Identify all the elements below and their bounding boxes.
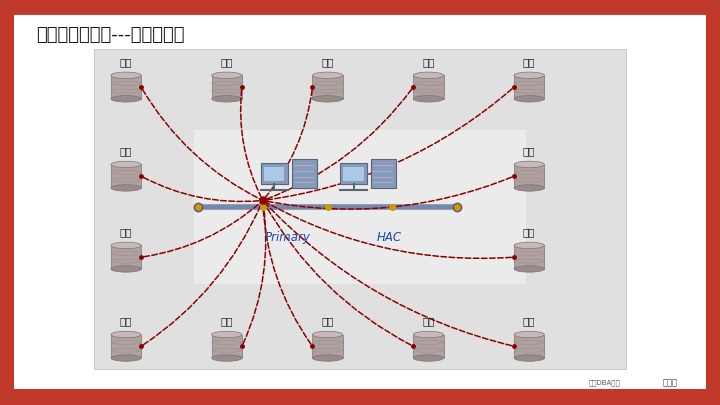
Ellipse shape [212, 331, 242, 338]
Text: 门店: 门店 [422, 57, 435, 67]
Bar [261, 163, 288, 184]
Bar [514, 75, 544, 99]
Text: 门店: 门店 [321, 316, 334, 326]
Bar [312, 335, 343, 358]
Text: 门店: 门店 [120, 57, 132, 67]
Text: 门店: 门店 [321, 57, 334, 67]
Ellipse shape [514, 185, 544, 191]
Bar [111, 75, 141, 99]
Ellipse shape [514, 266, 544, 272]
FancyBboxPatch shape [194, 130, 526, 284]
Text: 中国DBA联盟: 中国DBA联盟 [589, 379, 621, 386]
Ellipse shape [111, 72, 141, 79]
Text: 门店: 门店 [523, 316, 536, 326]
Bar [413, 75, 444, 99]
Text: 门店: 门店 [523, 57, 536, 67]
Text: 门店: 门店 [120, 316, 132, 326]
Bar [413, 335, 444, 358]
Text: HAC: HAC [377, 231, 401, 244]
Ellipse shape [111, 331, 141, 338]
Bar [212, 75, 242, 99]
Text: 门店: 门店 [120, 146, 132, 156]
Ellipse shape [514, 355, 544, 361]
Text: 门店: 门店 [523, 146, 536, 156]
Bar [264, 167, 284, 181]
Text: 门店: 门店 [220, 57, 233, 67]
Text: 门店: 门店 [120, 227, 132, 237]
Bar [514, 164, 544, 188]
Ellipse shape [312, 72, 343, 79]
Text: 门店: 门店 [523, 227, 536, 237]
Ellipse shape [413, 72, 444, 79]
Bar [340, 163, 367, 184]
Ellipse shape [111, 161, 141, 168]
Ellipse shape [413, 96, 444, 102]
Ellipse shape [111, 266, 141, 272]
Bar [111, 164, 141, 188]
Bar [312, 75, 343, 99]
Ellipse shape [212, 355, 242, 361]
Ellipse shape [413, 331, 444, 338]
FancyBboxPatch shape [94, 49, 626, 369]
Bar [111, 335, 141, 358]
Ellipse shape [514, 331, 544, 338]
Ellipse shape [212, 96, 242, 102]
FancyBboxPatch shape [14, 12, 706, 389]
Bar [371, 159, 396, 188]
Ellipse shape [514, 72, 544, 79]
Ellipse shape [514, 242, 544, 249]
Text: 门店: 门店 [220, 316, 233, 326]
Bar [212, 335, 242, 358]
Bar [292, 159, 317, 188]
Bar [111, 245, 141, 269]
Ellipse shape [212, 72, 242, 79]
Text: Primary: Primary [265, 231, 311, 244]
Text: 北京某商超集团---业务示意图: 北京某商超集团---业务示意图 [36, 26, 184, 44]
Ellipse shape [413, 355, 444, 361]
Text: 门店: 门店 [422, 316, 435, 326]
Ellipse shape [111, 355, 141, 361]
Ellipse shape [312, 355, 343, 361]
Ellipse shape [312, 96, 343, 102]
Ellipse shape [312, 331, 343, 338]
Ellipse shape [514, 161, 544, 168]
Ellipse shape [111, 96, 141, 102]
Ellipse shape [111, 242, 141, 249]
Bar [514, 335, 544, 358]
Text: 墨天轮: 墨天轮 [662, 378, 677, 387]
Ellipse shape [111, 185, 141, 191]
Ellipse shape [514, 96, 544, 102]
Bar [514, 245, 544, 269]
Bar [343, 167, 364, 181]
